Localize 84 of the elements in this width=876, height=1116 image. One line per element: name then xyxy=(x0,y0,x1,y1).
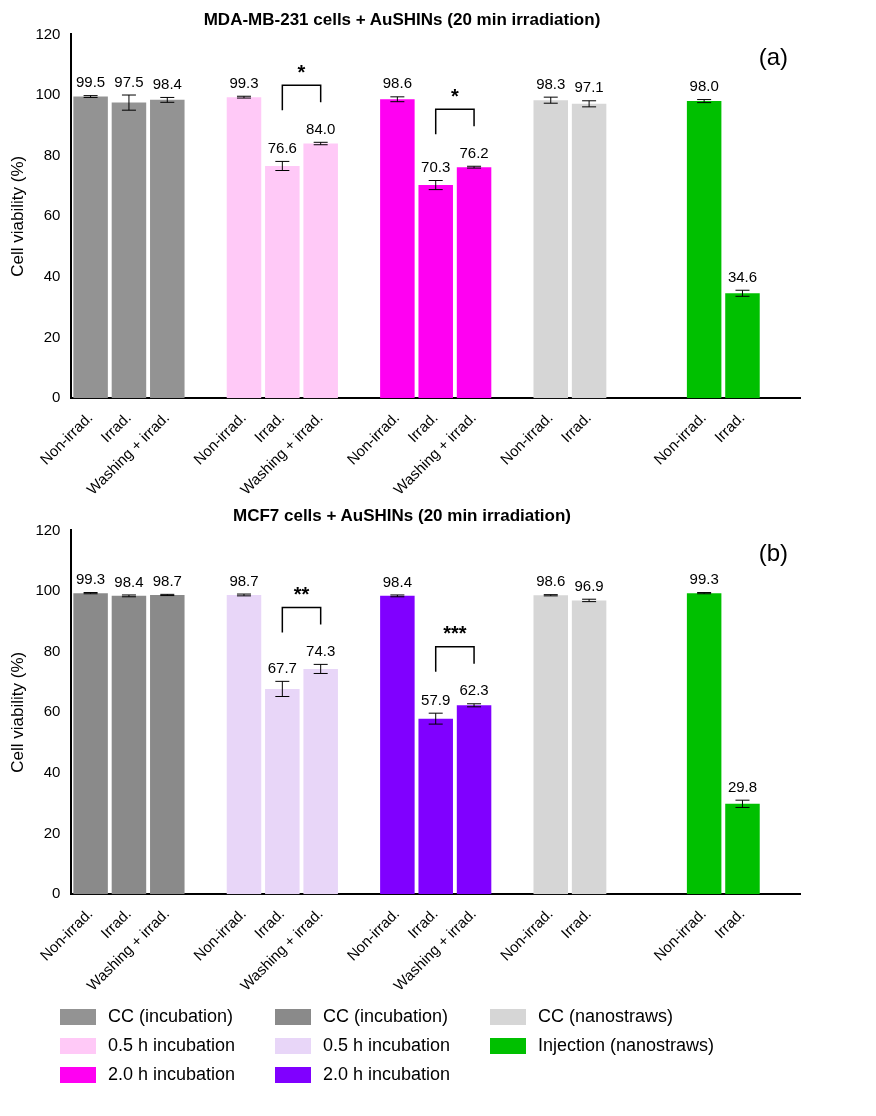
y-tick-label: 0 xyxy=(52,884,61,902)
data-label: 98.0 xyxy=(689,77,719,95)
y-tick-label: 60 xyxy=(43,206,61,224)
bar xyxy=(533,100,569,399)
data-label: 98.4 xyxy=(382,572,412,590)
annotation: * xyxy=(297,60,306,83)
data-label: 67.7 xyxy=(267,659,297,676)
data-label: 98.6 xyxy=(382,74,412,92)
bar xyxy=(686,593,722,895)
y-tick-label: 80 xyxy=(43,641,61,659)
y-tick-label: 60 xyxy=(43,702,61,720)
data-label: 98.4 xyxy=(114,572,144,590)
bar xyxy=(686,101,722,399)
y-tick-label: 40 xyxy=(43,267,61,285)
legend-label: CC (incubation) xyxy=(323,1006,449,1027)
bar xyxy=(418,185,453,399)
bar xyxy=(265,165,300,399)
y-tick-label: 100 xyxy=(35,85,61,103)
y-tick-label: 120 xyxy=(35,24,61,42)
data-label: 62.3 xyxy=(459,681,489,699)
data-label: 84.0 xyxy=(306,119,336,137)
data-label: 99.3 xyxy=(229,73,259,91)
data-label: 76.2 xyxy=(459,143,489,161)
bar xyxy=(150,594,185,895)
data-label: 34.6 xyxy=(727,267,758,285)
annotation: *** xyxy=(443,622,467,645)
bar xyxy=(73,96,108,399)
bar xyxy=(150,99,185,399)
bar xyxy=(226,97,262,399)
bar xyxy=(380,99,415,399)
y-tick-label: 120 xyxy=(35,520,61,538)
data-label: 74.3 xyxy=(306,642,336,660)
bar xyxy=(456,705,492,895)
annotation: (b) xyxy=(758,539,788,567)
data-label: 99.3 xyxy=(689,570,719,588)
data-label: 97.5 xyxy=(114,72,144,90)
bar xyxy=(226,594,262,895)
bar xyxy=(380,595,415,895)
legend-label: 2.0 h incubation xyxy=(323,1064,451,1085)
bar xyxy=(533,595,569,895)
legend-label: Injection (nanostraws) xyxy=(538,1035,715,1056)
legend-label: CC (nanostraws) xyxy=(538,1006,674,1027)
legend-label: 2.0 h incubation xyxy=(108,1064,236,1085)
bar xyxy=(418,718,453,895)
bar xyxy=(456,167,492,399)
data-label: 57.9 xyxy=(421,690,451,708)
y-tick-label: 0 xyxy=(52,388,61,406)
bar xyxy=(571,103,607,399)
bar xyxy=(725,293,760,399)
legend-label: 0.5 h incubation xyxy=(108,1035,236,1056)
y-tick-label: 20 xyxy=(43,327,61,345)
data-label: 98.3 xyxy=(536,74,566,92)
bar xyxy=(111,595,147,895)
data-label: 99.5 xyxy=(76,73,106,91)
bar xyxy=(725,803,760,895)
y-tick-label: 40 xyxy=(43,763,61,781)
bar xyxy=(303,143,338,399)
bar xyxy=(303,668,338,895)
chart-title: MCF7 cells + AuSHINs (20 min irradiation) xyxy=(232,505,572,525)
bar xyxy=(73,593,108,895)
y-axis-title: Cell viability (%) xyxy=(7,155,27,277)
legend-label: CC (incubation) xyxy=(108,1006,234,1027)
y-tick-label: 20 xyxy=(43,823,61,841)
chart-title: MDA-MB-231 cells + AuSHINs (20 min irradiation) xyxy=(203,9,601,29)
annotation: * xyxy=(450,84,459,107)
data-label: 29.8 xyxy=(727,777,758,795)
y-axis-title: Cell viability (%) xyxy=(7,651,27,773)
legend-label: 0.5 h incubation xyxy=(323,1035,451,1056)
bar xyxy=(111,102,147,399)
data-label: 98.6 xyxy=(536,572,566,590)
data-label: 76.6 xyxy=(267,139,297,157)
annotation: ** xyxy=(293,582,310,605)
bar xyxy=(265,688,300,895)
data-label: 96.9 xyxy=(574,576,604,594)
data-label: 70.3 xyxy=(421,158,451,176)
data-label: 98.7 xyxy=(229,571,259,589)
bar xyxy=(571,600,607,895)
data-label: 98.4 xyxy=(152,75,182,93)
data-label: 99.3 xyxy=(76,570,106,588)
y-tick-label: 100 xyxy=(35,581,61,599)
y-tick-label: 80 xyxy=(43,145,61,163)
annotation: (a) xyxy=(758,43,788,71)
data-label: 97.1 xyxy=(574,78,604,96)
data-label: 98.7 xyxy=(152,572,182,589)
